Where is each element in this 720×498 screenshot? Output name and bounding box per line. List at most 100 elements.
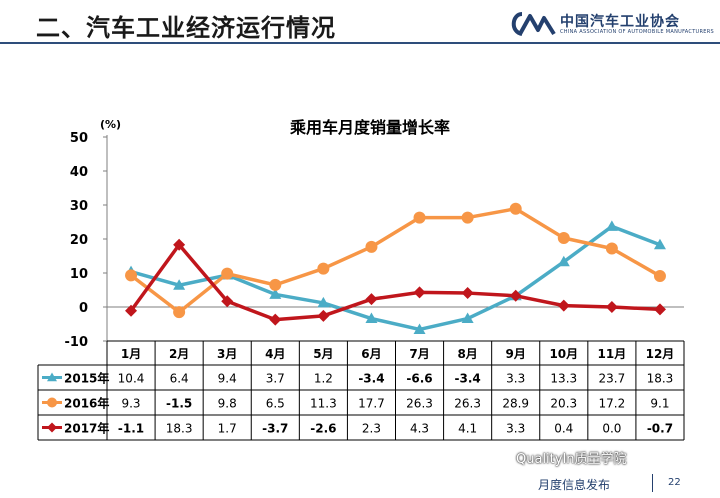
data-label: 26.3 — [454, 397, 481, 411]
triangle-marker — [173, 279, 186, 290]
month-label: 2月 — [169, 347, 189, 361]
circle-marker — [269, 278, 282, 291]
circle-marker — [413, 211, 426, 224]
data-label: 1.2 — [314, 372, 333, 386]
data-label: 4.3 — [410, 422, 429, 436]
data-label: -0.7 — [647, 422, 673, 436]
chart-text: 乘用车月度销量增长率 (%) — [100, 118, 450, 137]
page-number: 22 — [668, 477, 681, 488]
triangle-marker — [47, 372, 57, 382]
circle-marker — [509, 202, 522, 215]
data-label: 3.3 — [506, 372, 525, 386]
data-label: 3.3 — [506, 422, 525, 436]
data-label: -2.6 — [310, 422, 336, 436]
data-label: 4.1 — [458, 422, 477, 436]
legend-label: 2015年 — [64, 371, 109, 386]
series-line-2016年 — [129, 206, 661, 314]
triangle-marker — [653, 238, 666, 250]
footer-divider — [652, 474, 653, 492]
circle-marker — [365, 240, 378, 253]
diamond-marker — [413, 286, 426, 299]
circle-marker — [605, 242, 618, 255]
y-tick-label: 0 — [79, 301, 88, 316]
diamond-marker — [125, 304, 138, 317]
data-label: -1.5 — [166, 397, 192, 411]
data-label: 9.1 — [650, 397, 669, 411]
circle-marker — [653, 270, 666, 283]
series-line-2015年 — [130, 224, 661, 332]
diamond-marker — [221, 295, 234, 308]
y-tick-label: 50 — [70, 131, 88, 146]
y-tick-label: -10 — [65, 335, 89, 350]
diamond-marker — [509, 289, 522, 302]
triangle-marker — [461, 312, 474, 324]
data-label: 0.4 — [554, 422, 573, 436]
data-label: 18.3 — [166, 422, 193, 436]
diamond-marker — [605, 301, 618, 313]
association-logo: 中国汽车工业协会 CHINA ASSOCIATION OF AUTOMOBILE… — [508, 8, 714, 42]
circle-marker — [125, 269, 138, 282]
diamond-marker — [365, 293, 378, 306]
data-label: 9.4 — [218, 372, 237, 386]
header-divider — [0, 42, 720, 44]
circle-marker — [221, 267, 234, 280]
data-label: 11.3 — [310, 397, 337, 411]
month-label: 10月 — [549, 347, 578, 361]
month-label: 1月 — [121, 347, 141, 361]
diamond-marker — [47, 422, 57, 433]
month-label: 4月 — [265, 347, 285, 361]
circle-marker — [317, 262, 330, 275]
logo-subtitle: CHINA ASSOCIATION OF AUTOMOBILE MANUFACT… — [560, 29, 714, 35]
data-label: 2.3 — [362, 422, 381, 436]
y-tick-label: 20 — [70, 233, 88, 248]
diamond-marker — [317, 309, 330, 322]
data-label: 26.3 — [406, 397, 433, 411]
data-label: 3.7 — [266, 372, 285, 386]
data-label: 23.7 — [599, 372, 626, 386]
month-label: 11月 — [598, 347, 627, 361]
month-label: 7月 — [409, 347, 429, 361]
logo-name: 中国汽车工业协会 — [560, 14, 680, 30]
cam-logo-icon — [511, 12, 556, 36]
data-label: 18.3 — [647, 372, 674, 386]
triangle-marker — [605, 220, 618, 231]
month-label: 5月 — [313, 347, 333, 361]
data-label: 0.0 — [602, 422, 621, 436]
triangle-marker — [317, 296, 330, 308]
data-label: 6.4 — [170, 372, 189, 386]
data-label: -3.4 — [358, 372, 384, 386]
diamond-marker — [461, 287, 474, 300]
series-line-2017年 — [129, 243, 661, 322]
data-label: 10.4 — [118, 372, 145, 386]
data-label: -3.4 — [455, 372, 481, 386]
data-label: 28.9 — [502, 397, 529, 411]
diamond-marker — [269, 313, 282, 326]
data-label: -1.1 — [118, 422, 144, 436]
data-label: 9.3 — [121, 397, 140, 411]
month-label: 9月 — [506, 347, 526, 361]
diamond-marker — [653, 303, 666, 316]
data-label: -6.6 — [406, 372, 432, 386]
data-label: 6.5 — [266, 397, 285, 411]
month-label: 12月 — [646, 347, 675, 361]
diamond-marker — [173, 238, 186, 251]
y-tick-label: 30 — [70, 199, 88, 214]
watermark: QualityIn质量学院 — [516, 452, 627, 467]
data-label: 17.7 — [358, 397, 385, 411]
y-tick-label: 10 — [70, 267, 88, 282]
legend-label: 2017年 — [64, 421, 109, 436]
circle-marker — [47, 397, 57, 408]
y-tick-label: 40 — [70, 165, 88, 180]
triangle-marker — [557, 255, 570, 267]
data-table: 1月 2月 3月 4月 5月 6月 7月 8月 9月 10月 11月 12月 2015年 10.4 6.4 9… — [37, 340, 685, 441]
month-label: 6月 — [361, 347, 381, 361]
circle-marker — [461, 211, 474, 224]
footer-label: 月度信息发布 — [538, 478, 611, 492]
month-label: 3月 — [217, 347, 237, 361]
month-label: 8月 — [457, 347, 477, 361]
data-label: -3.7 — [262, 422, 288, 436]
triangle-marker — [413, 323, 426, 334]
data-label: 1.7 — [218, 422, 237, 436]
data-label: 20.3 — [550, 397, 577, 411]
